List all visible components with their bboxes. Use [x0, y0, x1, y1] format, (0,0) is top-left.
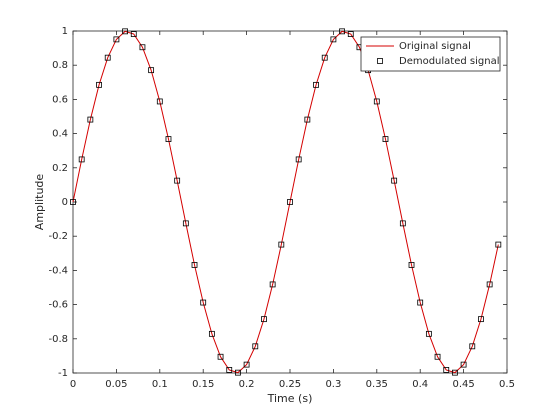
signal-marker: [235, 369, 241, 376]
legend-swatch: [377, 58, 383, 64]
signal-marker: [443, 367, 450, 373]
x-axis-label: Time (s): [267, 392, 313, 405]
signal-marker: [243, 361, 250, 368]
signal-marker: [495, 241, 502, 248]
signal-marker: [269, 281, 276, 288]
signal-marker: [347, 31, 354, 37]
signal-marker: [70, 199, 76, 205]
signal-marker: [287, 199, 293, 205]
x-tick-label: 0.15: [192, 379, 214, 390]
signal-marker: [182, 220, 189, 227]
y-tick-label: -0.8: [48, 334, 68, 345]
signal-marker: [330, 36, 337, 43]
signal-marker: [408, 262, 415, 268]
signal-marker: [486, 281, 493, 288]
y-tick-label: 1: [62, 26, 68, 37]
signal-marker: [96, 81, 102, 88]
signal-marker: [452, 369, 458, 376]
signal-marker: [139, 44, 146, 51]
signal-marker: [434, 353, 441, 360]
y-tick-label: -1: [58, 368, 68, 379]
signal-marker: [252, 343, 259, 350]
signal-marker: [191, 262, 198, 268]
x-tick-label: 0.2: [239, 379, 255, 390]
signal-marker: [399, 220, 406, 227]
legend-label: Demodulated signal: [399, 56, 499, 67]
signal-marker: [261, 316, 267, 323]
signal-marker: [313, 81, 319, 88]
y-tick-label: -0.2: [48, 231, 68, 242]
signal-line: [72, 30, 499, 374]
y-tick-label: 0: [62, 197, 68, 208]
signal-marker: [148, 67, 155, 74]
signal-marker: [217, 353, 224, 360]
x-tick-label: 0.05: [105, 379, 127, 390]
x-tick-label: 0.3: [325, 379, 341, 390]
signal-marker: [165, 136, 172, 142]
signal-marker: [373, 98, 380, 105]
legend-box: [360, 36, 501, 72]
signal-marker: [382, 136, 389, 142]
signal-marker: [469, 343, 476, 350]
signal-marker: [130, 31, 137, 37]
signal-marker: [478, 316, 484, 323]
y-tick-label: -0.4: [48, 265, 68, 276]
signal-marker: [122, 28, 128, 35]
signal-marker: [339, 28, 345, 35]
y-tick-label: 0.4: [52, 129, 68, 140]
y-tick-label: 0.2: [52, 163, 68, 174]
signal-marker: [278, 241, 285, 248]
x-tick-label: 0.1: [152, 379, 168, 390]
signal-marker: [425, 330, 432, 337]
signal-marker: [295, 156, 302, 163]
y-tick-label: 0.8: [52, 60, 68, 71]
legend-label: Original signal: [399, 41, 471, 52]
x-tick-label: 0.4: [412, 379, 428, 390]
signal-marker: [87, 116, 94, 123]
signal-marker: [321, 54, 328, 61]
signal-marker: [156, 98, 163, 105]
y-axis-label: Amplitude: [33, 174, 46, 231]
signal-marker: [208, 330, 215, 337]
signal-marker: [104, 54, 111, 61]
signal-marker: [460, 361, 467, 368]
signal-marker: [113, 36, 120, 43]
x-tick-label: 0.25: [279, 379, 301, 390]
signal-marker: [200, 299, 207, 306]
x-tick-label: 0: [70, 379, 76, 390]
y-tick-label: 0.6: [52, 94, 68, 105]
signal-marker: [304, 116, 311, 123]
x-tick-label: 0.35: [366, 379, 388, 390]
signal-marker: [391, 177, 398, 184]
signal-marker: [174, 177, 181, 184]
signal-marker: [417, 299, 424, 306]
x-tick-label: 0.45: [452, 379, 474, 390]
y-tick-label: -0.6: [48, 300, 68, 311]
signal-marker: [78, 156, 85, 163]
x-tick-label: 0.5: [499, 379, 515, 390]
signal-marker: [226, 367, 233, 373]
